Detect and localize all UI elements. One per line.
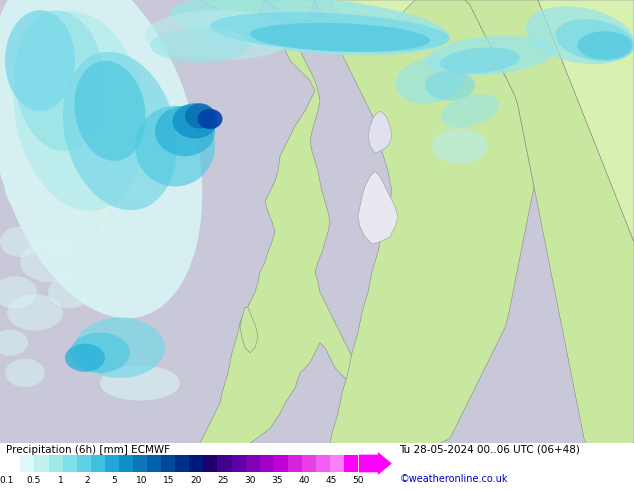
Ellipse shape — [425, 71, 475, 101]
Bar — [147, 455, 161, 472]
Ellipse shape — [578, 31, 633, 59]
Ellipse shape — [432, 128, 488, 164]
Text: 5: 5 — [112, 476, 117, 485]
Ellipse shape — [555, 19, 634, 61]
Ellipse shape — [70, 333, 130, 373]
Text: 40: 40 — [299, 476, 310, 485]
Polygon shape — [200, 0, 265, 25]
Ellipse shape — [396, 57, 465, 104]
Text: 2: 2 — [85, 476, 91, 485]
Text: 10: 10 — [136, 476, 148, 485]
Ellipse shape — [15, 10, 105, 151]
Polygon shape — [330, 0, 415, 50]
Bar — [316, 455, 330, 472]
Ellipse shape — [65, 343, 105, 372]
Ellipse shape — [7, 294, 63, 331]
Ellipse shape — [5, 10, 75, 111]
Polygon shape — [0, 0, 634, 443]
Bar — [133, 455, 147, 472]
Ellipse shape — [158, 238, 182, 256]
Text: 15: 15 — [163, 476, 174, 485]
Polygon shape — [94, 176, 114, 242]
Bar — [6, 455, 20, 472]
Polygon shape — [358, 172, 398, 244]
Ellipse shape — [135, 106, 215, 187]
Text: 1: 1 — [58, 476, 63, 485]
Ellipse shape — [0, 227, 40, 257]
Bar — [274, 455, 288, 472]
Ellipse shape — [210, 12, 450, 52]
Polygon shape — [315, 0, 534, 443]
Polygon shape — [200, 0, 360, 443]
Ellipse shape — [185, 103, 215, 128]
Polygon shape — [240, 307, 258, 353]
Text: 50: 50 — [353, 476, 364, 485]
Bar — [245, 455, 260, 472]
FancyArrow shape — [359, 452, 392, 475]
Ellipse shape — [74, 61, 146, 161]
Bar — [119, 455, 133, 472]
Bar — [344, 455, 358, 472]
Ellipse shape — [441, 94, 499, 127]
Ellipse shape — [20, 242, 80, 282]
Ellipse shape — [172, 103, 217, 139]
Bar — [34, 455, 49, 472]
Ellipse shape — [155, 106, 215, 156]
Ellipse shape — [48, 276, 92, 308]
Bar — [302, 455, 316, 472]
Text: 0.1: 0.1 — [0, 476, 13, 485]
Bar — [49, 455, 63, 472]
Bar — [190, 455, 204, 472]
Ellipse shape — [0, 0, 202, 318]
Text: Tu 28-05-2024 00..06 UTC (06+48): Tu 28-05-2024 00..06 UTC (06+48) — [399, 445, 580, 455]
Text: 20: 20 — [190, 476, 202, 485]
Ellipse shape — [5, 173, 55, 210]
Bar — [77, 455, 91, 472]
Ellipse shape — [171, 0, 450, 55]
Bar — [204, 455, 217, 472]
Ellipse shape — [145, 10, 295, 60]
Bar — [288, 455, 302, 472]
Bar — [105, 455, 119, 472]
Ellipse shape — [14, 11, 146, 211]
Ellipse shape — [425, 35, 555, 75]
Text: ©weatheronline.co.uk: ©weatheronline.co.uk — [399, 474, 508, 484]
Bar — [161, 455, 175, 472]
Bar — [20, 455, 34, 472]
Ellipse shape — [198, 109, 223, 129]
Text: 30: 30 — [244, 476, 256, 485]
Text: Precipitation (6h) [mm] ECMWF: Precipitation (6h) [mm] ECMWF — [6, 445, 171, 455]
Bar — [231, 455, 245, 472]
Ellipse shape — [100, 366, 180, 401]
Ellipse shape — [0, 276, 37, 308]
Polygon shape — [538, 0, 634, 242]
Text: 35: 35 — [271, 476, 283, 485]
Bar — [175, 455, 190, 472]
Ellipse shape — [250, 23, 430, 52]
Ellipse shape — [125, 181, 155, 201]
Polygon shape — [465, 0, 634, 443]
Ellipse shape — [60, 176, 100, 207]
Ellipse shape — [5, 359, 45, 387]
Ellipse shape — [63, 52, 177, 210]
Ellipse shape — [440, 48, 520, 74]
Ellipse shape — [150, 28, 250, 63]
Text: 45: 45 — [325, 476, 337, 485]
Ellipse shape — [0, 330, 28, 356]
Ellipse shape — [526, 6, 634, 64]
Text: 0.5: 0.5 — [26, 476, 41, 485]
Ellipse shape — [42, 229, 78, 255]
Bar — [330, 455, 344, 472]
Ellipse shape — [142, 210, 178, 234]
Text: 25: 25 — [217, 476, 229, 485]
Polygon shape — [368, 111, 392, 153]
Bar — [63, 455, 77, 472]
Bar — [217, 455, 231, 472]
Bar — [91, 455, 105, 472]
Ellipse shape — [75, 318, 165, 378]
Bar — [260, 455, 274, 472]
Ellipse shape — [117, 259, 153, 285]
